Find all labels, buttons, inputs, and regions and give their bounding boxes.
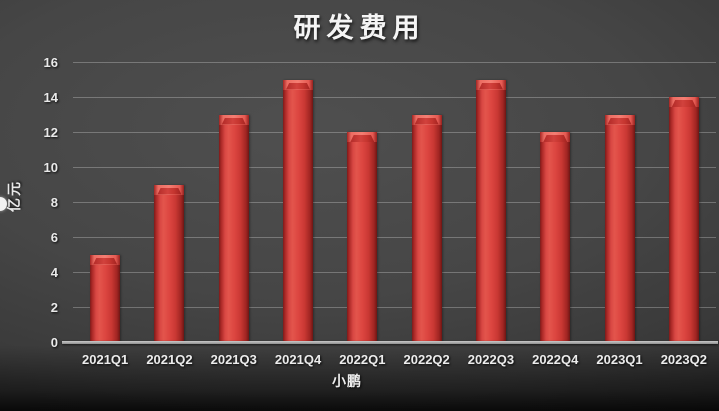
edge-highlight-dot	[0, 197, 7, 211]
bar-slot	[137, 62, 201, 342]
x-tick-label: 2022Q1	[339, 352, 386, 367]
bar-2022Q4	[540, 132, 571, 342]
chart-title: 研发费用	[293, 13, 426, 43]
gridline	[73, 237, 716, 238]
x-axis-tick-labels: 2021Q1 2021Q2 2021Q3 2021Q4 2022Q1 2022Q2 2022…	[73, 352, 716, 367]
x-tick-label: 2022Q2	[403, 352, 450, 367]
bar-series	[73, 62, 716, 342]
x-tick-label: 2021Q1	[82, 352, 129, 367]
bar-top-bevel	[540, 132, 571, 142]
x-tick-label: 2021Q3	[210, 352, 257, 367]
bar-top-bevel	[668, 97, 699, 107]
bar-slot	[73, 62, 137, 342]
y-tick-label: 10	[43, 160, 58, 175]
bar-2021Q1	[90, 254, 121, 342]
bar-slot	[394, 62, 458, 342]
y-tick-label: 12	[43, 125, 58, 140]
bar-top-bevel	[218, 114, 249, 125]
bar-slot	[330, 62, 394, 342]
bar-2022Q2	[411, 114, 442, 342]
bar-top-bevel	[283, 79, 314, 90]
y-axis-title: 亿元	[6, 180, 22, 212]
gridline	[73, 307, 716, 308]
x-tick-label: 2023Q2	[660, 352, 707, 367]
gridline	[73, 97, 716, 98]
bar-top-bevel	[347, 132, 378, 142]
bar-top-bevel	[411, 114, 442, 125]
bar-slot	[459, 62, 523, 342]
y-tick-label: 14	[43, 90, 58, 105]
bar-slot	[202, 62, 266, 342]
bar-2022Q3	[475, 79, 506, 342]
y-tick-label: 4	[50, 265, 58, 280]
bar-top-bevel	[154, 184, 185, 195]
y-tick-label: 0	[50, 335, 58, 350]
y-tick-label: 8	[50, 195, 58, 210]
y-tick-label: 2	[50, 300, 58, 315]
x-tick-label: 2023Q1	[596, 352, 643, 367]
bar-slot	[523, 62, 587, 342]
bar-2023Q2	[668, 97, 699, 342]
gridline	[73, 62, 716, 63]
y-tick-label: 16	[43, 55, 58, 70]
gridline	[73, 167, 716, 168]
bar-2022Q1	[347, 132, 378, 342]
bar-2021Q2	[154, 184, 185, 342]
gridline	[73, 272, 716, 273]
bar-top-bevel	[604, 114, 635, 125]
gridline	[73, 132, 716, 133]
bar-slot	[652, 62, 716, 342]
x-axis-line	[62, 341, 718, 344]
bar-slot	[266, 62, 330, 342]
plot-area	[62, 62, 718, 344]
x-tick-label: 2022Q4	[532, 352, 579, 367]
y-tick-label: 6	[50, 230, 58, 245]
x-tick-label: 2021Q2	[146, 352, 193, 367]
bar-2021Q4	[283, 79, 314, 342]
x-tick-label: 2021Q4	[274, 352, 322, 367]
gridline	[73, 202, 716, 203]
bar-top-bevel	[475, 79, 506, 90]
x-tick-label: 2022Q3	[467, 352, 515, 367]
bar-2023Q1	[604, 114, 635, 342]
bar-slot	[587, 62, 651, 342]
bar-top-bevel	[90, 254, 121, 265]
x-axis-title: 小鹏	[332, 373, 362, 389]
bar-2021Q3	[218, 114, 249, 342]
